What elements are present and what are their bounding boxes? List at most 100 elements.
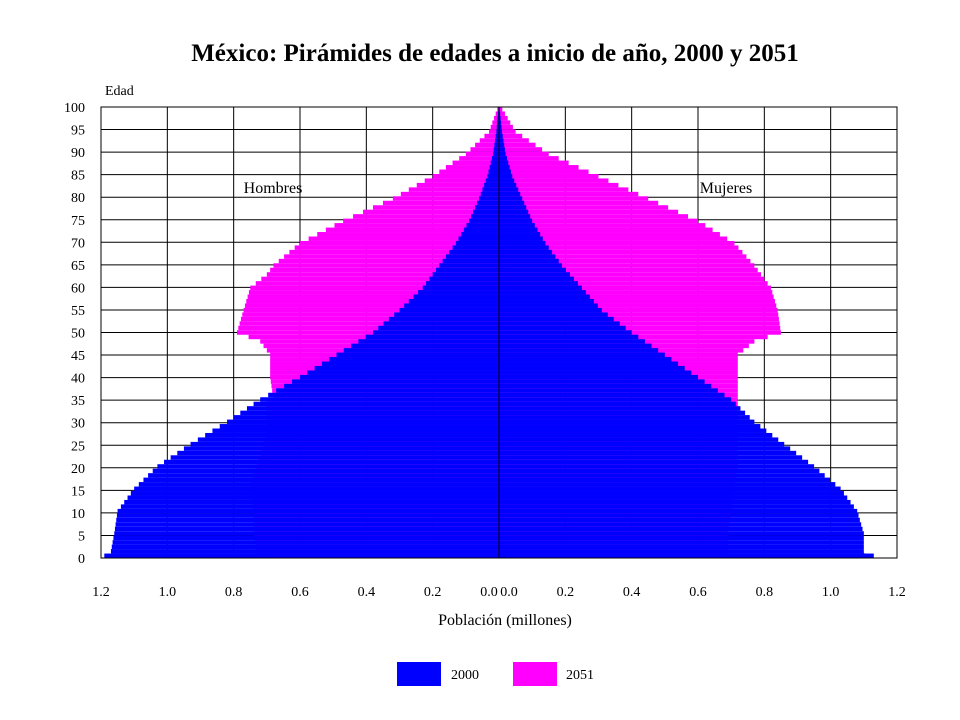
bar-2051-mujeres xyxy=(499,218,698,224)
bar-2000-mujeres xyxy=(499,133,503,139)
bar-2000-mujeres xyxy=(499,156,507,161)
bar-2051-mujeres xyxy=(499,258,751,264)
bar-2000-hombres xyxy=(378,325,499,331)
bar-2000-mujeres xyxy=(499,272,570,277)
bar-2051-mujeres xyxy=(499,249,743,255)
x-tick-label: 0.2 xyxy=(557,585,575,600)
bar-2000-mujeres xyxy=(499,334,639,340)
bar-2000-mujeres xyxy=(499,339,645,344)
bar-2051-mujeres xyxy=(499,303,777,308)
bar-2000-mujeres xyxy=(499,245,549,250)
bar-2000-hombres xyxy=(113,535,499,541)
y-tick-label: 70 xyxy=(71,236,85,251)
bar-2000-hombres xyxy=(300,374,499,380)
bar-2051-hombres xyxy=(250,285,499,291)
bar-2000-mujeres xyxy=(499,432,773,438)
bar-2051-hombres xyxy=(308,236,499,241)
bar-2051-hombres xyxy=(238,325,499,331)
bar-2051-hombres xyxy=(432,173,499,179)
bar-2000-hombres xyxy=(429,276,499,282)
x-tick-label: 1.2 xyxy=(888,585,906,600)
bar-2000-hombres xyxy=(233,415,499,420)
bar-2051-hombres xyxy=(334,223,499,228)
bar-2051-hombres xyxy=(497,107,499,112)
bar-2000-hombres xyxy=(458,236,499,241)
x-tick-label: 0.8 xyxy=(225,585,243,600)
bar-2051-mujeres xyxy=(499,209,679,215)
legend-swatch-2051 xyxy=(513,662,557,686)
bar-2000-hombres xyxy=(157,464,499,469)
bar-2000-mujeres xyxy=(499,401,736,407)
x-tick-label: 0.8 xyxy=(756,585,774,600)
bar-2000-mujeres xyxy=(499,428,767,433)
bar-2000-mujeres xyxy=(499,191,521,197)
bar-2000-mujeres xyxy=(499,147,505,152)
bar-2000-hombres xyxy=(321,361,499,366)
bar-2000-hombres xyxy=(452,245,499,250)
bar-2000-mujeres xyxy=(499,240,546,246)
x-tick-label: 1.0 xyxy=(822,585,840,600)
bar-2000-mujeres xyxy=(499,321,620,326)
bar-2051-mujeres xyxy=(499,240,735,246)
bar-2000-hombres xyxy=(358,339,499,344)
bar-2051-hombres xyxy=(278,258,499,264)
y-tick-label: 5 xyxy=(78,529,85,544)
bar-2000-hombres xyxy=(130,491,499,496)
bar-2000-hombres xyxy=(497,120,499,125)
bar-2000-mujeres xyxy=(499,325,626,331)
bar-2000-hombres xyxy=(124,499,499,505)
bar-2051-mujeres xyxy=(499,316,779,322)
bar-2000-mujeres xyxy=(499,477,831,483)
bar-2051-mujeres xyxy=(499,312,779,317)
bar-2000-hombres xyxy=(197,437,499,442)
y-tick-label: 85 xyxy=(71,169,85,184)
bar-2051-hombres xyxy=(452,160,499,166)
bar-2000-mujeres xyxy=(499,214,531,219)
bar-2000-mujeres xyxy=(499,312,608,317)
bar-2000-hombres xyxy=(455,240,499,246)
x-tick-label: 0.4 xyxy=(358,585,376,600)
bar-2000-mujeres xyxy=(499,388,718,393)
bar-2000-hombres xyxy=(227,419,500,425)
bar-2051-hombres xyxy=(247,294,499,300)
legend-label-2000: 2000 xyxy=(451,668,479,683)
bar-2000-mujeres xyxy=(499,178,515,183)
bar-2000-hombres xyxy=(435,267,499,273)
bar-2000-hombres xyxy=(477,200,499,206)
bar-2000-hombres xyxy=(110,549,499,554)
bar-2051-mujeres xyxy=(499,299,775,304)
bar-2000-mujeres xyxy=(499,236,543,241)
bar-2051-mujeres xyxy=(499,325,781,331)
bar-2000-mujeres xyxy=(499,173,513,179)
bar-2000-hombres xyxy=(489,165,499,170)
bar-2000-hombres xyxy=(497,111,499,116)
bar-2000-mujeres xyxy=(499,182,517,188)
bar-2000-mujeres xyxy=(499,526,863,532)
x-tick-label: 0.2 xyxy=(424,585,442,600)
series-2000-bars xyxy=(104,107,874,558)
bar-2000-hombres xyxy=(490,160,499,166)
bar-2051-mujeres xyxy=(499,120,511,125)
x-tick-label: 0.6 xyxy=(291,585,309,600)
bar-2051-hombres xyxy=(244,303,499,308)
bar-2051-hombres xyxy=(439,169,499,174)
legend-label-2051: 2051 xyxy=(566,668,594,683)
bar-2051-hombres xyxy=(261,276,499,282)
bar-2051-mujeres xyxy=(499,156,559,161)
bar-2051-mujeres xyxy=(499,187,629,192)
bar-2000-mujeres xyxy=(499,258,559,264)
bar-2000-mujeres xyxy=(499,517,860,523)
bar-2000-hombres xyxy=(246,406,499,411)
bar-2000-mujeres xyxy=(499,352,665,358)
bar-2051-mujeres xyxy=(499,147,543,152)
bar-2051-mujeres xyxy=(499,191,639,197)
bar-2051-mujeres xyxy=(499,263,755,268)
bar-2000-hombres xyxy=(388,316,499,322)
bar-2051-hombres xyxy=(475,142,499,148)
bar-2051-hombres xyxy=(236,330,499,335)
bar-2000-hombres xyxy=(116,513,500,518)
bar-2000-hombres xyxy=(336,352,499,358)
bar-2051-mujeres xyxy=(499,214,689,219)
bar-2000-mujeres xyxy=(499,209,529,215)
bar-2000-hombres xyxy=(445,254,499,259)
